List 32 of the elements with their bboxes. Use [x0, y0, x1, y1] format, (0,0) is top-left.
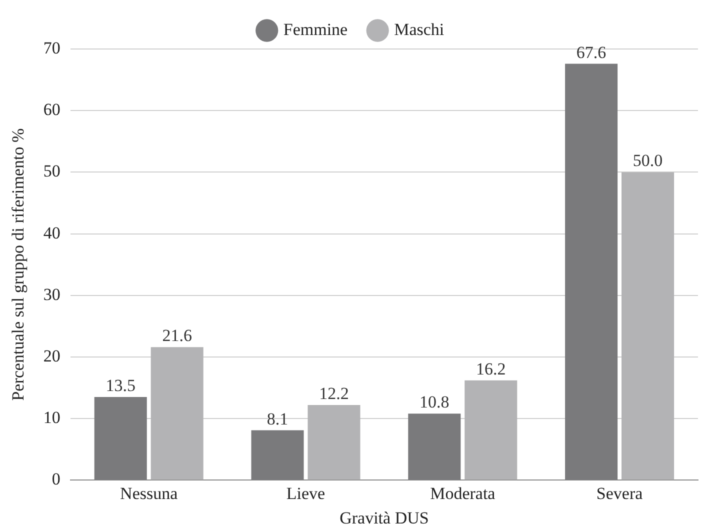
y-tick-label: 70 [43, 38, 60, 58]
data-label: 12.2 [319, 384, 349, 404]
y-tick-label: 50 [43, 162, 60, 181]
x-tick-label: Moderata [430, 484, 496, 503]
y-tick-label: 60 [43, 100, 60, 120]
legend-label: Femmine [283, 20, 348, 39]
x-axis-title: Gravità DUS [340, 508, 429, 528]
legend-label: Maschi [394, 20, 444, 39]
bar [150, 347, 204, 480]
y-tick-label: 20 [43, 346, 60, 366]
data-label: 16.2 [476, 359, 506, 378]
data-label: 8.1 [266, 409, 288, 428]
data-label: 13.5 [106, 376, 136, 396]
bar [622, 172, 674, 480]
x-tick-label: Lieve [286, 484, 326, 503]
data-label: 21.6 [162, 326, 192, 346]
bar [251, 430, 304, 480]
x-tick-label: Nessuna [120, 484, 178, 503]
bar [408, 414, 461, 480]
y-tick-label: 40 [43, 223, 60, 242]
y-tick-label: 0 [52, 470, 60, 489]
bar [308, 405, 360, 480]
data-label: 10.8 [420, 392, 450, 412]
data-label: 50.0 [632, 151, 663, 170]
bar [94, 397, 147, 480]
data-label: 67.6 [576, 42, 606, 62]
bar [464, 380, 518, 480]
y-axis-title: Percentuale sul gruppo di riferimento % [8, 128, 28, 401]
bar [565, 64, 618, 480]
x-tick-label: Severa [596, 484, 644, 503]
y-tick-label: 10 [43, 408, 60, 428]
y-tick-label: 30 [43, 284, 60, 304]
